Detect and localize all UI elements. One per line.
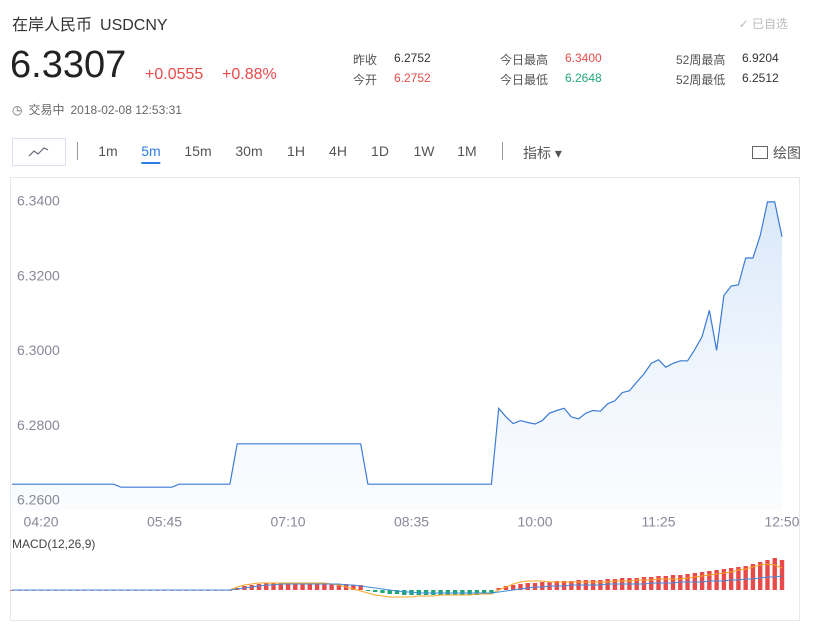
macd-bar	[314, 583, 320, 590]
macd-bar	[525, 583, 530, 590]
period-tab[interactable]: 30m	[235, 143, 263, 159]
macd-bar	[511, 585, 516, 590]
status-text: 交易中	[28, 103, 65, 117]
x-tick-label: 07:10	[271, 514, 306, 530]
stat-value: 6.9204	[742, 51, 779, 65]
stat-label: 昨收	[353, 53, 378, 67]
indicator-menu[interactable]: 指标 ▾	[523, 145, 562, 161]
macd-bar	[300, 583, 305, 590]
macd-bar	[358, 585, 363, 590]
macd-bar	[765, 560, 770, 590]
macd-bar	[373, 590, 378, 592]
macd-bar	[503, 586, 509, 590]
change: +0.0555	[145, 66, 204, 83]
macd-bar	[285, 583, 291, 590]
period-tab[interactable]: 15m	[184, 143, 212, 159]
stat-value: 6.2752	[394, 71, 431, 85]
status: ◷ 交易中 2018-02-08 12:53:31	[12, 103, 182, 117]
period-tab[interactable]: 1H	[287, 143, 305, 159]
macd-bar	[758, 562, 763, 590]
chart-type-button[interactable]	[12, 138, 66, 166]
macd-title: MACD(12,26,9)	[12, 537, 95, 551]
stat-label: 今开	[353, 73, 378, 87]
period-tab[interactable]: 1D	[371, 143, 389, 159]
indicator-label: 指标	[523, 145, 551, 161]
stat-label: 今日最低	[500, 73, 549, 87]
change-pct: +0.88%	[222, 66, 277, 83]
period-tab[interactable]: 4H	[329, 143, 347, 159]
stat-label: 今日最高	[500, 53, 549, 67]
macd-bar	[489, 590, 494, 594]
macd-bar	[394, 590, 400, 594]
macd-bar	[387, 590, 392, 594]
macd-bar	[481, 590, 487, 594]
macd-bar	[264, 583, 269, 590]
stat-label: 52周最高	[676, 53, 726, 67]
macd-bar	[496, 588, 501, 590]
stat-value: 6.2512	[742, 71, 779, 85]
x-tick-label: 08:35	[394, 514, 429, 530]
macd-bar	[707, 571, 712, 590]
stat-label: 52周最低	[676, 73, 726, 87]
macd-bar	[743, 566, 748, 590]
macd-bar	[380, 590, 385, 593]
macd-bar	[699, 572, 705, 590]
instrument-name: 在岸人民币	[12, 17, 93, 34]
draw-button[interactable]: 绘图	[752, 143, 801, 163]
macd-bar	[750, 564, 756, 590]
macd-bar	[365, 590, 371, 591]
period-tab[interactable]: 1M	[457, 143, 477, 159]
macd-bar	[271, 583, 276, 590]
y-tick-label: 6.3400	[17, 193, 60, 209]
macd-bar	[307, 583, 313, 590]
macd-bar	[772, 558, 777, 590]
macd-bar	[518, 584, 523, 590]
y-tick-label: 6.2800	[17, 417, 60, 433]
stat-value: 6.2752	[394, 51, 431, 65]
macd-bar	[402, 590, 407, 595]
x-tick-label: 10:00	[517, 514, 552, 530]
y-tick-label: 6.3000	[17, 342, 60, 358]
price-line	[12, 201, 783, 488]
macd-bar	[721, 569, 727, 590]
x-tick-label: 05:45	[147, 514, 182, 530]
macd-bar	[540, 582, 545, 590]
macd-bar	[322, 583, 327, 590]
macd-bar	[256, 584, 262, 590]
macd-bar	[728, 568, 734, 590]
chart-frame	[10, 177, 800, 621]
period-tab[interactable]: 1m	[98, 143, 118, 159]
y-tick-label: 6.2600	[17, 492, 60, 508]
line-icon	[28, 147, 49, 157]
macd-bar	[329, 584, 334, 590]
period-tab[interactable]: 1W	[413, 143, 435, 159]
favorite-button[interactable]: ✓ 已自选	[738, 17, 788, 31]
favorite-label: 已自选	[751, 17, 788, 31]
macd-line	[12, 575, 783, 594]
symbol: USDCNY	[100, 17, 168, 34]
separator	[77, 142, 78, 160]
area	[12, 201, 782, 510]
macd-bar	[779, 560, 785, 590]
time: 2018-02-08 12:53:31	[70, 103, 182, 117]
draw-label: 绘图	[773, 145, 801, 161]
macd-bar	[293, 583, 298, 590]
title: 在岸人民币 USDCNY	[12, 11, 176, 35]
macd-bar	[278, 583, 283, 590]
y-tick-label: 6.3200	[17, 267, 60, 283]
x-tick-label: 12:50	[764, 514, 799, 530]
macd-bar	[714, 570, 719, 590]
x-tick-label: 11:25	[642, 514, 676, 530]
stat-value: 6.2648	[565, 71, 602, 85]
macd-bar	[336, 584, 342, 590]
separator	[502, 142, 503, 160]
price: 6.3307	[10, 44, 127, 86]
period-tab[interactable]: 5m	[141, 143, 161, 164]
x-tick-label: 04:20	[24, 514, 59, 530]
macd-bar	[351, 585, 356, 590]
stat-value: 6.3400	[565, 51, 602, 65]
macd-bar	[736, 567, 741, 590]
